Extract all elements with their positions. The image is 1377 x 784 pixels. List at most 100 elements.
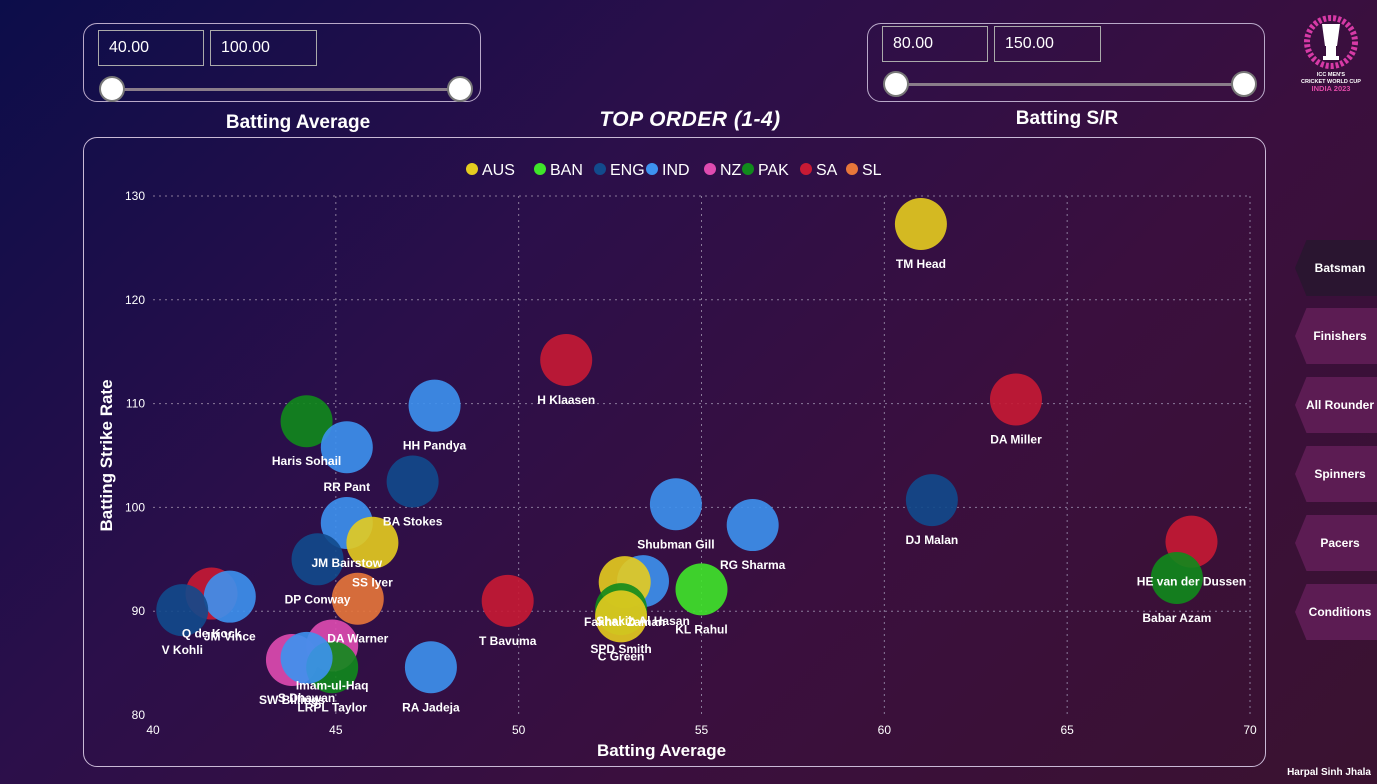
batting-average-slicer-title: Batting Average <box>225 112 371 133</box>
data-label: HH Pandya <box>403 439 467 453</box>
data-label: RR Pant <box>323 480 370 494</box>
data-label: SS Iyer <box>352 576 393 590</box>
legend-item-ind: IND <box>646 162 690 179</box>
legend-label-eng: ENG <box>610 162 645 179</box>
avg-slider-low-handle[interactable] <box>99 76 125 102</box>
y-tick-label: 120 <box>125 293 145 307</box>
data-label: DJ Malan <box>906 533 959 547</box>
x-tick-label: 45 <box>329 723 343 737</box>
avg-slider-track[interactable] <box>112 88 460 91</box>
sr-slider-track[interactable] <box>896 83 1244 86</box>
avg-max-input[interactable]: 100.00 <box>210 30 317 66</box>
data-label: SW Billings <box>259 693 325 707</box>
data-label: Babar Azam <box>1142 611 1211 625</box>
data-label: Haris Sohail <box>272 454 341 468</box>
data-point-kl-rahul <box>675 563 728 616</box>
x-tick-label: 65 <box>1060 723 1074 737</box>
y-tick-label: 110 <box>126 397 145 411</box>
data-point-dp-conway <box>291 533 344 586</box>
data-label: DA Miller <box>990 432 1042 446</box>
scatter-chart-panel: 40 45 50 55 60 65 70 80 90 100 110 120 130 Batting Av… <box>83 137 1266 767</box>
data-point-shubman-gill <box>649 478 702 531</box>
data-label: TM Head <box>896 257 946 271</box>
data-label: KL Rahul <box>675 622 727 636</box>
nav-conditions-button[interactable]: Conditions <box>1295 584 1377 640</box>
data-label: LRPL Taylor <box>297 700 367 714</box>
page-title: TOP ORDER (1-4) <box>599 108 781 131</box>
data-point-h-klaasen <box>540 334 593 387</box>
legend-item-pak: PAK <box>742 162 789 179</box>
y-tick-label: 130 <box>125 189 145 203</box>
data-label: BA Stokes <box>383 514 443 528</box>
legend-item-sl: SL <box>846 162 882 179</box>
sr-slider-low-handle[interactable] <box>883 71 909 97</box>
author-credit: Harpal Sinh Jhala <box>1287 767 1371 778</box>
avg-min-input[interactable]: 40.00 <box>98 30 204 66</box>
logo-line1: ICC MEN'S <box>1317 72 1346 78</box>
legend-label-pak: PAK <box>758 162 789 179</box>
legend-label-ban: BAN <box>550 162 583 179</box>
x-tick-label: 60 <box>878 723 892 737</box>
nav-spinners-button[interactable]: Spinners <box>1295 446 1377 502</box>
x-tick-label: 55 <box>695 723 709 737</box>
data-label: JM Bairstow <box>311 556 382 570</box>
data-point-rg-sharma <box>726 499 779 552</box>
world-cup-logo: ICC MEN'S CRICKET WORLD CUP INDIA 2023 <box>1301 15 1361 93</box>
nav-pacers-button[interactable]: Pacers <box>1295 515 1377 571</box>
data-label: JM Vince <box>204 630 256 644</box>
nav-finishers-button[interactable]: Finishers <box>1295 308 1377 364</box>
data-point-v-kohli <box>156 584 209 637</box>
legend-item-eng: ENG <box>594 162 645 179</box>
nav-all-rounder-button[interactable]: All Rounder <box>1295 377 1377 433</box>
legend-label-sl: SL <box>862 162 882 179</box>
legend-item-aus: AUS <box>466 162 515 179</box>
logo-line3: INDIA 2023 <box>1312 84 1351 93</box>
data-point-da-warner <box>331 572 384 625</box>
data-point-ra-jadeja <box>404 641 457 694</box>
legend-dot-eng <box>594 163 606 175</box>
data-point-tm-head <box>894 198 947 251</box>
batting-sr-slicer-title: Batting S/R <box>1015 108 1119 129</box>
data-label: Shubman Gill <box>637 537 714 551</box>
data-label: C Green <box>598 649 645 663</box>
data-point-ba-stokes <box>386 455 439 508</box>
legend-dot-pak <box>742 163 754 175</box>
scatter-chart: 40 45 50 55 60 65 70 80 90 100 110 120 130 Batting Av… <box>97 162 1257 760</box>
avg-slider-high-handle[interactable] <box>447 76 473 102</box>
legend-label-ind: IND <box>662 162 690 179</box>
batting-average-slicer[interactable]: 40.00 100.00 <box>83 23 481 102</box>
data-point-s-dhawan <box>280 631 333 684</box>
data-point-haris-sohail <box>280 395 333 448</box>
y-tick-label: 100 <box>125 500 145 514</box>
data-point-rr-pant <box>320 421 373 474</box>
y-axis-label: Batting Strike Rate <box>97 379 116 531</box>
legend-dot-sl <box>846 163 858 175</box>
batting-sr-slicer[interactable]: 80.00 150.00 <box>867 23 1265 102</box>
data-point-dj-malan <box>905 474 958 527</box>
data-label: SPD Smith <box>590 642 651 656</box>
data-point-babar-azam <box>1150 551 1203 604</box>
data-point-c-green <box>595 590 648 643</box>
data-label: V Kohli <box>162 643 203 657</box>
y-tick-label: 90 <box>132 604 146 618</box>
nav-batsman-button[interactable]: Batsman <box>1295 240 1377 296</box>
data-point-hh-pandya <box>408 379 461 432</box>
legend-label-nz: NZ <box>720 162 742 179</box>
legend-dot-sa <box>800 163 812 175</box>
sr-max-input[interactable]: 150.00 <box>994 26 1101 62</box>
data-point-ss-iyer <box>346 516 399 569</box>
logo-line2: CRICKET WORLD CUP <box>1301 79 1361 85</box>
data-point-da-miller <box>989 373 1042 426</box>
legend-item-ban: BAN <box>534 162 583 179</box>
legend-dot-ban <box>534 163 546 175</box>
sr-min-input[interactable]: 80.00 <box>882 26 988 62</box>
legend-dot-aus <box>466 163 478 175</box>
sr-slider-high-handle[interactable] <box>1231 71 1257 97</box>
x-tick-label: 50 <box>512 723 526 737</box>
data-label: DP Conway <box>285 592 351 606</box>
data-label: DA Warner <box>327 632 388 646</box>
legend-label-sa: SA <box>816 162 838 179</box>
data-label: Fakhar Zaman <box>584 615 665 629</box>
legend-dot-nz <box>704 163 716 175</box>
data-label: HE van der Dussen <box>1137 575 1246 589</box>
